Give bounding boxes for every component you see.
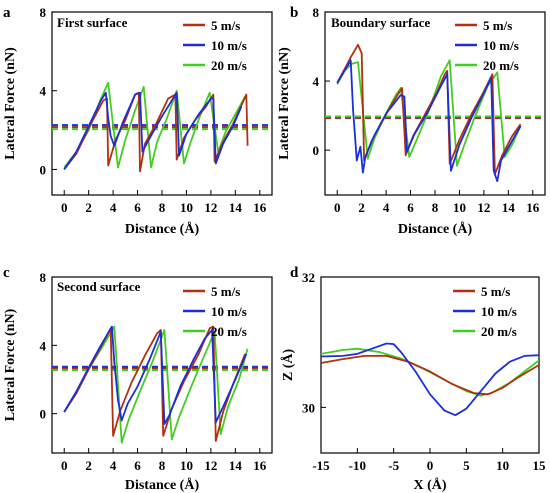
x-tick-label: 4 (383, 200, 390, 215)
plot-area (321, 342, 539, 417)
y-tick-label: 8 (40, 270, 47, 285)
x-tick-label: 0 (61, 458, 68, 473)
legend-label-10: 10 m/s (483, 38, 519, 53)
series-line-10 (63, 91, 243, 170)
legend: 5 m/s 10 m/s 20 m/s (183, 284, 247, 339)
y-tick-label: 30 (302, 400, 315, 415)
x-tick-label: 14 (502, 200, 516, 215)
legend-label-10: 10 m/s (211, 38, 247, 53)
x-tick-label: 0 (427, 458, 434, 473)
x-tick-label: 10 (180, 200, 193, 215)
chart-title: Boundary surface (331, 15, 431, 30)
x-tick-label: 4 (110, 200, 117, 215)
y-tick-label: 4 (40, 338, 47, 353)
legend-label-20: 20 m/s (481, 324, 517, 339)
legend-label-10: 10 m/s (211, 304, 247, 319)
x-tick-label: 2 (358, 200, 365, 215)
x-tick-label: 2 (85, 458, 92, 473)
y-tick-label: 0 (40, 407, 47, 422)
x-tick-label: 16 (526, 200, 540, 215)
x-tick-label: 14 (229, 458, 243, 473)
x-axis-label: Distance (Å) (125, 477, 200, 493)
x-axis-label: Distance (Å) (125, 221, 200, 237)
y-tick-label: 8 (40, 5, 47, 20)
y-axis-label: Z (Å) (280, 349, 296, 382)
series-line-10 (63, 325, 248, 425)
x-tick-label: 15 (533, 458, 547, 473)
x-tick-label: -10 (349, 458, 366, 473)
x-tick-label: 14 (229, 200, 243, 215)
x-tick-label: 10 (453, 200, 466, 215)
legend: 5 m/s 10 m/s 20 m/s (455, 18, 519, 73)
x-tick-label: 12 (204, 200, 217, 215)
legend-label-20: 20 m/s (211, 324, 247, 339)
y-tick-label: 32 (302, 270, 315, 285)
panel-a: 0 2 4 6 8 10 12 14 16 0 4 8 Distance (Å) Lateral Forc… (3, 5, 273, 237)
series-line-10 (321, 342, 539, 417)
y-tick-label: 4 (313, 74, 320, 89)
panel-letter: b (290, 5, 298, 21)
series-line-5 (63, 91, 249, 173)
series-line-10 (336, 59, 522, 183)
x-tick-label: 2 (85, 200, 92, 215)
legend-label-20: 20 m/s (483, 58, 519, 73)
x-tick-label: 8 (432, 200, 439, 215)
panel-letter: c (3, 265, 10, 281)
x-axis-label: Distance (Å) (398, 221, 473, 237)
legend-label-20: 20 m/s (211, 58, 247, 73)
x-tick-label: 6 (407, 200, 414, 215)
legend-label-10: 10 m/s (481, 304, 517, 319)
series-line-20 (63, 325, 249, 444)
legend: 5 m/s 10 m/s 20 m/s (453, 284, 517, 339)
x-tick-label: 8 (159, 200, 166, 215)
x-tick-label: 8 (159, 458, 166, 473)
x-tick-label: 10 (496, 458, 509, 473)
panel-letter: a (3, 5, 11, 21)
plot-area (52, 81, 272, 173)
x-axis-label: X (Å) (413, 477, 446, 493)
chart-title: First surface (57, 15, 128, 30)
x-tick-label: 12 (477, 200, 490, 215)
x-tick-label: 16 (253, 458, 267, 473)
y-axis-label: Lateral Force (nN) (3, 47, 18, 160)
x-tick-label: -15 (312, 458, 330, 473)
legend-label-5: 5 m/s (483, 18, 512, 33)
x-tick-label: 5 (463, 458, 470, 473)
y-tick-label: 4 (40, 84, 47, 99)
x-tick-label: 12 (204, 458, 217, 473)
panel-b: 0 2 4 6 8 10 12 14 16 0 4 8 Distance (Å) Lateral Forc… (277, 5, 546, 237)
x-tick-label: 0 (61, 200, 68, 215)
y-tick-label: 0 (313, 143, 320, 158)
y-tick-label: 8 (313, 5, 320, 20)
legend-label-5: 5 m/s (481, 284, 510, 299)
y-axis-label: Lateral Force (nN) (277, 47, 292, 160)
legend-label-5: 5 m/s (211, 18, 240, 33)
x-tick-label: -5 (388, 458, 399, 473)
x-tick-label: 10 (180, 458, 193, 473)
legend-label-5: 5 m/s (211, 284, 240, 299)
x-tick-label: 6 (134, 200, 141, 215)
x-tick-label: 4 (110, 458, 117, 473)
x-tick-label: 0 (334, 200, 341, 215)
series-line-5 (321, 355, 539, 396)
panel-letter: d (290, 265, 299, 281)
chart-title: Second surface (57, 279, 141, 294)
series-line-5 (336, 43, 522, 176)
plot-area (52, 325, 272, 444)
legend: 5 m/s 10 m/s 20 m/s (183, 18, 247, 73)
y-axis-label: Lateral Force (nN) (3, 308, 18, 421)
panel-d: -15 -10 -5 0 5 10 15 30 32 X (Å) Z (Å) d 5 m/s 10 m/s… (280, 265, 546, 493)
y-tick-label: 0 (40, 162, 47, 177)
panel-c: 0 2 4 6 8 10 12 14 16 0 4 8 Distance (Å) Lateral Forc… (3, 265, 273, 493)
x-tick-label: 6 (134, 458, 141, 473)
plot-area (325, 43, 545, 183)
x-tick-label: 16 (253, 200, 267, 215)
